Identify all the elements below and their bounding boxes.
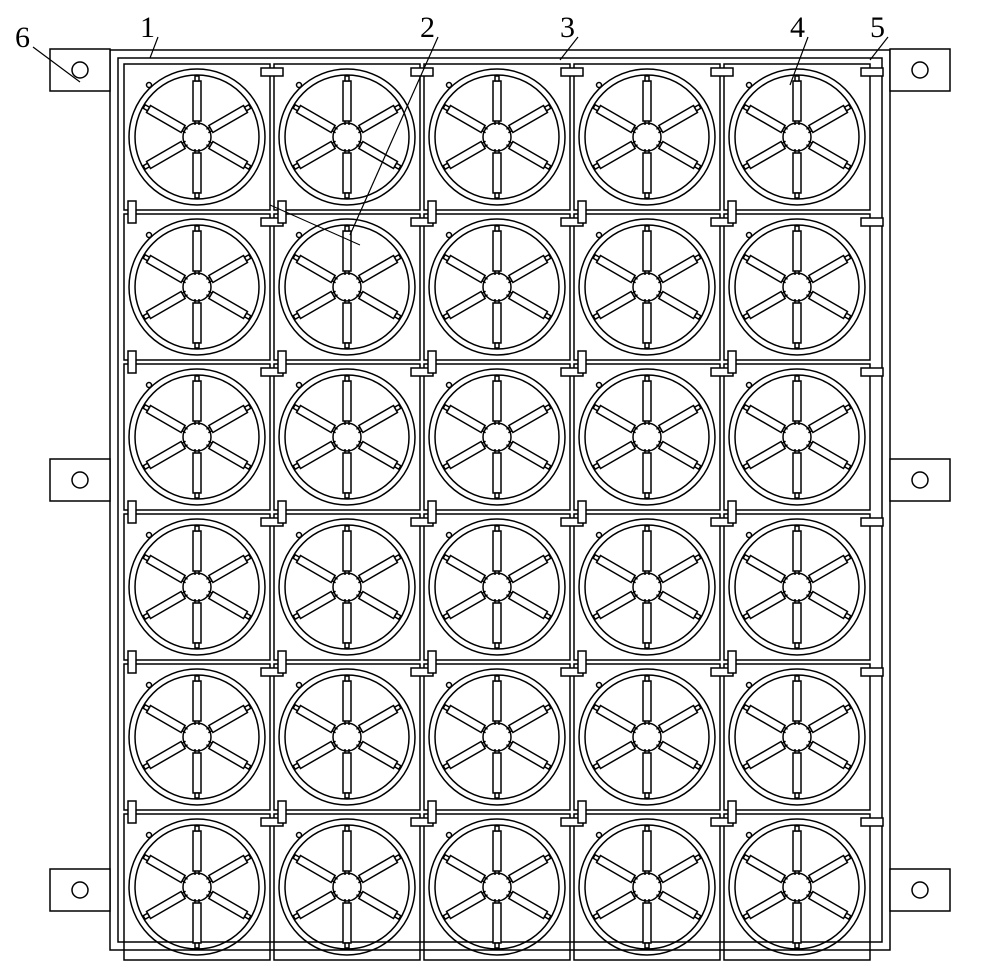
connector-tab-v <box>278 501 286 523</box>
connector-tab-v <box>578 351 586 373</box>
connector-tab <box>261 68 283 76</box>
connector-tab-v <box>728 501 736 523</box>
connector-tab-v <box>128 501 136 523</box>
connector-tab-v <box>128 651 136 673</box>
connector-tab-v <box>578 651 586 673</box>
connector-tab <box>861 518 883 526</box>
connector-tab-v <box>728 201 736 223</box>
connector-tab-v <box>278 651 286 673</box>
mount-tab <box>890 49 950 91</box>
connector-tab <box>861 668 883 676</box>
connector-tab-v <box>428 351 436 373</box>
callout-number: 2 <box>420 11 435 44</box>
connector-tab <box>711 68 733 76</box>
connector-tab-v <box>428 501 436 523</box>
mount-tab <box>50 869 110 911</box>
callout-number: 1 <box>140 11 155 44</box>
connector-tab-v <box>128 801 136 823</box>
diagram-canvas: 6 1 2 3 4 5 <box>0 0 1000 965</box>
connector-tab-v <box>428 801 436 823</box>
connector-tab-v <box>128 201 136 223</box>
connector-tab-v <box>728 801 736 823</box>
connector-tab-v <box>278 351 286 373</box>
connector-tab <box>861 68 883 76</box>
connector-tab-v <box>428 651 436 673</box>
mount-tab <box>50 459 110 501</box>
callout-number: 5 <box>870 11 885 44</box>
mount-tab <box>50 49 110 91</box>
connector-tab <box>861 218 883 226</box>
mount-tab <box>890 869 950 911</box>
callout-leader <box>350 37 438 235</box>
connector-tab-v <box>128 351 136 373</box>
connector-tab-v <box>578 801 586 823</box>
diagram-svg: 6 1 2 3 4 5 <box>0 0 1000 965</box>
connector-tab <box>861 818 883 826</box>
connector-tab <box>561 68 583 76</box>
mount-tab <box>890 459 950 501</box>
connector-tab <box>861 368 883 376</box>
connector-tab-v <box>428 201 436 223</box>
connector-tab-v <box>578 201 586 223</box>
connector-tab-v <box>728 351 736 373</box>
connector-tab-v <box>278 801 286 823</box>
connector-tab-v <box>728 651 736 673</box>
callout-number: 3 <box>560 11 575 44</box>
callout-number: 6 <box>15 21 30 54</box>
connector-tab-v <box>578 501 586 523</box>
callout-number: 4 <box>790 11 805 44</box>
